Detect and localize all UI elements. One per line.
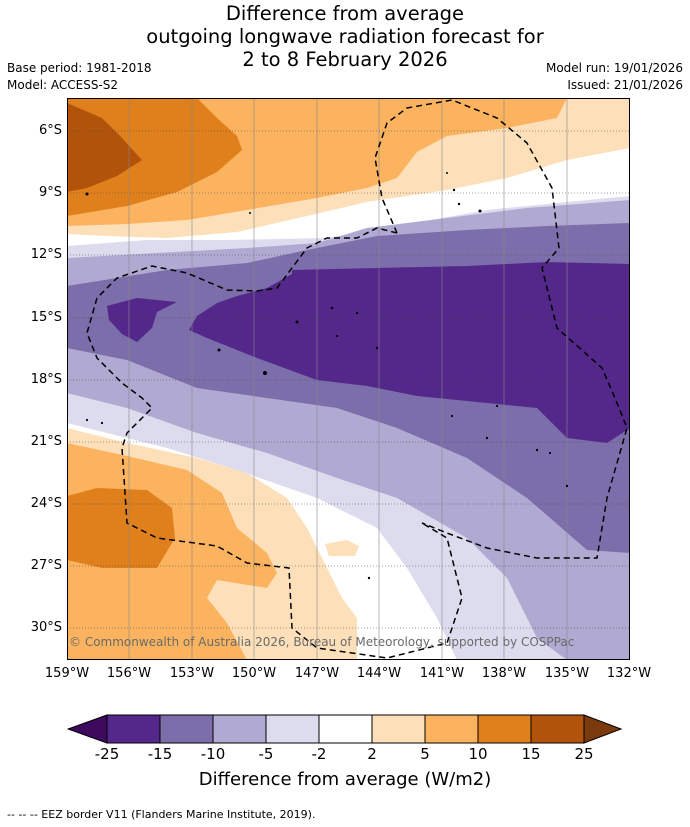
model-run: Model run: 19/01/2026 [545,61,683,75]
positive-band-15-25-north [67,103,142,192]
colorbar [67,714,623,744]
lon-label-159w: 159°W [44,666,90,681]
negative-band-minus-15-25-west [107,298,177,342]
lat-label-27s: 27°S [30,558,62,573]
lat-label-21s: 21°S [30,434,62,449]
lon-label-153w: 153°W [169,666,215,681]
colorbar-tick-minus2: -2 [311,745,327,763]
colorbar-segment-4 [265,714,320,744]
colorbar-tick-minus25: -25 [94,745,120,763]
copyright-notice: © Commonwealth of Australia 2026, Bureau… [69,635,574,649]
lat-label-18s: 18°S [30,372,62,387]
lon-label-144w: 144°W [356,666,402,681]
eez-borders [86,99,628,659]
colorbar-segment-2 [159,714,214,744]
colorbar-tick-minus10: -10 [200,745,226,763]
lat-label-6s: 6°S [38,123,62,138]
positive-band-small [325,540,359,556]
colorbar-segment-1 [106,714,161,744]
eez-legend-note: -- -- -- EEZ border V11 (Flanders Marine… [7,808,316,821]
lat-label-15s: 15°S [30,310,62,325]
lat-label-30s: 30°S [30,620,62,635]
title-line-1: Difference from average [225,2,465,25]
colorbar-tick-minus15: -15 [147,745,173,763]
meta-right: Model run: 19/01/2026 Issued: 21/01/2026 [546,60,683,94]
islands [85,172,569,580]
title-line-3: 2 to 8 February 2026 [242,48,448,71]
colorbar-segment-9 [530,714,585,744]
lon-label-156w: 156°W [106,666,152,681]
positive-band-10-15-south [67,488,175,568]
lon-label-141w: 141°W [419,666,465,681]
colorbar-segment-3 [212,714,267,744]
colorbar-tick-15: 15 [521,745,541,763]
title-line-2: outgoing longwave radiation forecast for [146,25,544,48]
colorbar-segment-6 [371,714,426,744]
colorbar-tick-25: 25 [574,745,594,763]
colorbar-tick-10: 10 [468,745,488,763]
colorbar-segment-8 [477,714,532,744]
issued-date: Issued: 21/01/2026 [567,78,683,92]
colorbar-title: Difference from average (W/m2) [198,769,492,790]
colorbar-segment-5 [318,714,373,744]
colorbar-extend-high [583,714,623,744]
colorbar-tick-5: 5 [420,745,430,763]
lon-label-132w: 132°W [606,666,652,681]
chart-title: Difference from average outgoing longwav… [0,2,690,71]
lat-label-24s: 24°S [30,496,62,511]
colorbar-segment-7 [424,714,479,744]
lon-label-135w: 135°W [544,666,590,681]
map-plot: © Commonwealth of Australia 2026, Bureau… [67,98,630,660]
colorbar-extend-low [67,714,108,744]
gridlines [67,130,630,629]
colorbar-tick-minus5: -5 [258,745,274,763]
lon-label-138w: 138°W [481,666,527,681]
lon-label-150w: 150°W [231,666,277,681]
lat-label-12s: 12°S [30,247,62,262]
lon-label-147w: 147°W [294,666,340,681]
negative-band-minus-15-25 [189,262,630,443]
model-name: Model: ACCESS-S2 [7,78,119,92]
colorbar-tick-2: 2 [367,745,377,763]
base-period: Base period: 1981-2018 [7,61,152,75]
meta-left: Base period: 1981-2018 Model: ACCESS-S2 [7,60,152,94]
lat-label-9s: 9°S [38,185,62,200]
